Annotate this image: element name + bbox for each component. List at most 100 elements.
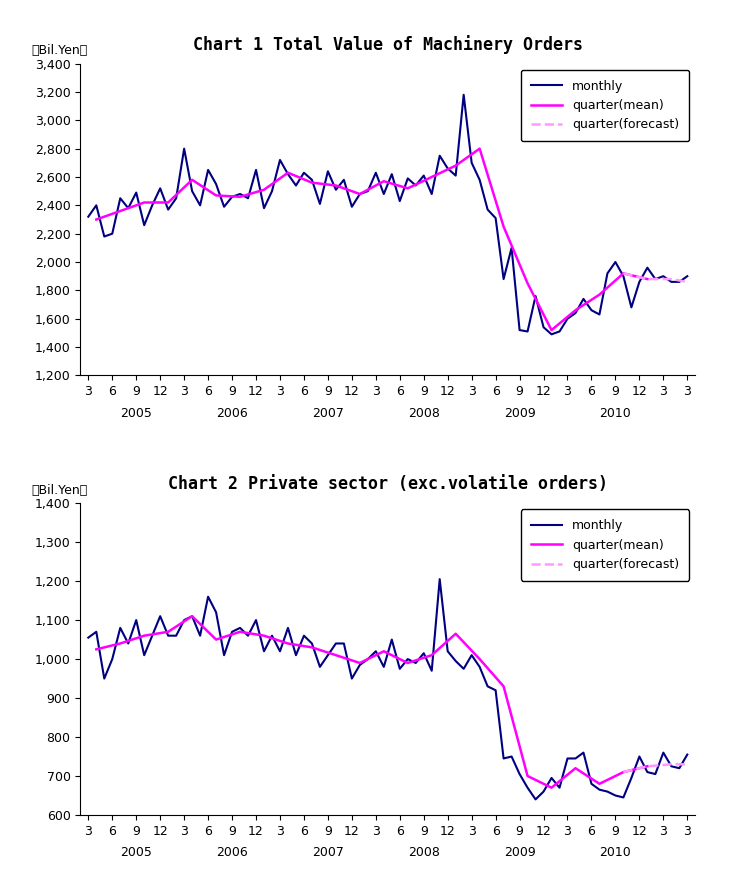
quarter(mean) xyxy=(331,650,340,661)
quarter(mean) xyxy=(475,143,484,154)
quarter(mean) xyxy=(643,274,652,284)
monthly xyxy=(291,180,300,190)
Line: quarter(forecast): quarter(forecast) xyxy=(623,764,687,772)
monthly xyxy=(140,220,149,231)
monthly xyxy=(491,213,500,224)
quarter(mean) xyxy=(188,174,196,185)
Line: quarter(forecast): quarter(forecast) xyxy=(623,274,687,282)
Legend: monthly, quarter(mean), quarter(forecast): monthly, quarter(mean), quarter(forecast… xyxy=(520,70,689,141)
quarter(mean) xyxy=(356,189,364,199)
monthly xyxy=(140,650,149,661)
monthly xyxy=(579,293,588,304)
quarter(mean) xyxy=(164,198,172,208)
monthly xyxy=(579,747,588,758)
quarter(mean) xyxy=(92,215,101,225)
Text: 2006: 2006 xyxy=(216,846,248,859)
Legend: monthly, quarter(mean), quarter(forecast): monthly, quarter(mean), quarter(forecast… xyxy=(520,510,689,581)
quarter(mean) xyxy=(260,184,269,195)
quarter(mean) xyxy=(307,642,316,653)
quarter(forecast) xyxy=(667,274,676,284)
Text: （Bil.Yen）: （Bil.Yen） xyxy=(31,484,88,497)
quarter(mean) xyxy=(212,634,220,645)
Text: 2007: 2007 xyxy=(312,407,344,419)
quarter(mean) xyxy=(283,638,292,649)
quarter(mean) xyxy=(140,198,149,208)
quarter(mean) xyxy=(451,160,460,171)
quarter(mean) xyxy=(140,630,149,641)
quarter(forecast) xyxy=(643,761,652,772)
Text: 2010: 2010 xyxy=(599,846,631,859)
quarter(mean) xyxy=(212,190,220,201)
Line: monthly: monthly xyxy=(88,95,687,334)
quarter(mean) xyxy=(427,650,436,661)
quarter(mean) xyxy=(571,305,580,316)
quarter(mean) xyxy=(116,206,125,216)
Text: 2010: 2010 xyxy=(599,407,631,419)
quarter(mean) xyxy=(548,782,556,793)
Text: 2005: 2005 xyxy=(120,407,152,419)
monthly xyxy=(531,794,540,805)
quarter(mean) xyxy=(260,630,269,641)
quarter(mean) xyxy=(619,767,628,778)
Line: monthly: monthly xyxy=(88,579,687,799)
monthly xyxy=(84,211,93,222)
monthly xyxy=(84,632,93,643)
quarter(mean) xyxy=(188,611,196,621)
quarter(mean) xyxy=(236,627,245,637)
quarter(mean) xyxy=(380,176,388,187)
quarter(forecast) xyxy=(683,276,691,287)
quarter(mean) xyxy=(356,658,364,669)
quarter(mean) xyxy=(595,290,604,300)
Text: 2009: 2009 xyxy=(504,407,535,419)
quarter(mean) xyxy=(404,658,412,669)
monthly xyxy=(475,174,484,185)
monthly xyxy=(491,685,500,696)
quarter(mean) xyxy=(331,180,340,190)
quarter(mean) xyxy=(404,183,412,194)
quarter(mean) xyxy=(643,761,652,772)
quarter(forecast) xyxy=(643,274,652,284)
quarter(mean) xyxy=(307,177,316,188)
monthly xyxy=(683,271,691,282)
quarter(mean) xyxy=(619,268,628,279)
quarter(forecast) xyxy=(619,767,628,778)
Line: quarter(mean): quarter(mean) xyxy=(96,148,648,330)
Text: 2008: 2008 xyxy=(408,407,439,419)
quarter(mean) xyxy=(595,779,604,789)
Text: 2009: 2009 xyxy=(504,846,535,859)
Title: Chart 2 Private sector (exc.volatile orders): Chart 2 Private sector (exc.volatile ord… xyxy=(168,476,608,493)
quarter(forecast) xyxy=(683,759,691,770)
monthly xyxy=(548,329,556,340)
quarter(forecast) xyxy=(667,759,676,770)
Title: Chart 1 Total Value of Machinery Orders: Chart 1 Total Value of Machinery Orders xyxy=(193,35,583,54)
quarter(mean) xyxy=(92,644,101,654)
monthly xyxy=(396,663,404,674)
monthly xyxy=(475,662,484,672)
quarter(mean) xyxy=(427,172,436,182)
quarter(mean) xyxy=(523,278,532,289)
monthly xyxy=(683,749,691,760)
quarter(mean) xyxy=(283,167,292,178)
quarter(mean) xyxy=(499,221,508,232)
monthly xyxy=(396,196,404,207)
Text: 2005: 2005 xyxy=(120,846,152,859)
quarter(mean) xyxy=(475,654,484,664)
Text: 2008: 2008 xyxy=(408,846,439,859)
quarter(forecast) xyxy=(619,268,628,279)
monthly xyxy=(435,574,444,585)
quarter(mean) xyxy=(236,191,245,202)
quarter(mean) xyxy=(164,627,172,637)
quarter(mean) xyxy=(571,763,580,773)
monthly xyxy=(459,89,468,100)
quarter(mean) xyxy=(499,681,508,692)
quarter(mean) xyxy=(548,325,556,335)
Text: （Bil.Yen）: （Bil.Yen） xyxy=(31,45,88,57)
Line: quarter(mean): quarter(mean) xyxy=(96,616,648,788)
monthly xyxy=(291,650,300,661)
quarter(mean) xyxy=(116,638,125,649)
Text: 2007: 2007 xyxy=(312,846,344,859)
quarter(mean) xyxy=(380,645,388,656)
Text: 2006: 2006 xyxy=(216,407,248,419)
quarter(mean) xyxy=(451,628,460,639)
quarter(mean) xyxy=(523,771,532,781)
